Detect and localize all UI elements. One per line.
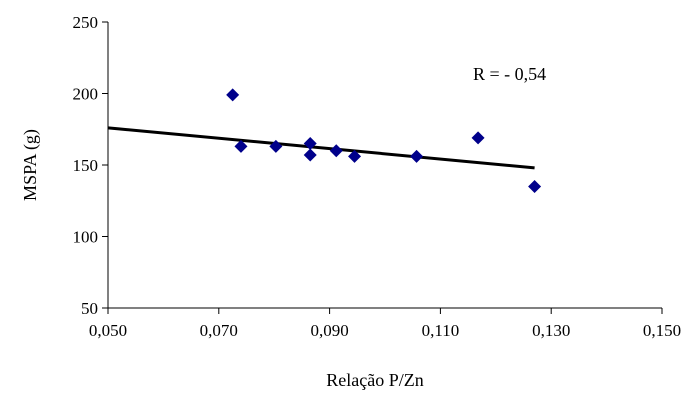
y-tick-label: 100 [73,228,99,247]
correlation-annotation: R = - 0,54 [473,64,546,84]
x-tick-label: 0,070 [200,321,238,340]
data-point [528,179,542,193]
data-point [471,131,485,145]
x-tick-label: 0,090 [310,321,348,340]
x-axis-title: Relação P/Zn [326,370,423,390]
data-point [269,139,283,153]
x-tick-label: 0,050 [89,321,127,340]
data-point [234,139,248,153]
data-point [329,144,343,158]
data-point [303,148,317,162]
x-tick-label: 0,130 [532,321,570,340]
y-axis-title: MSPA (g) [20,129,41,201]
trendline [107,126,535,170]
y-tick-label: 200 [73,85,99,104]
x-tick-label: 0,150 [643,321,681,340]
data-points [226,88,542,193]
y-tick-label: 250 [73,13,99,32]
data-point [226,88,240,102]
trendline-group [107,126,535,170]
data-point [303,137,317,151]
y-tick-label: 50 [81,299,98,318]
axes [107,22,662,309]
x-ticks: 0,050 0,070 0,090 0,110 0,130 0,150 [89,308,681,340]
data-point [410,149,424,163]
data-point [348,149,362,163]
x-tick-label: 0,110 [422,321,460,340]
y-ticks: 50 100 150 200 250 [73,13,108,318]
y-tick-label: 150 [73,156,99,175]
